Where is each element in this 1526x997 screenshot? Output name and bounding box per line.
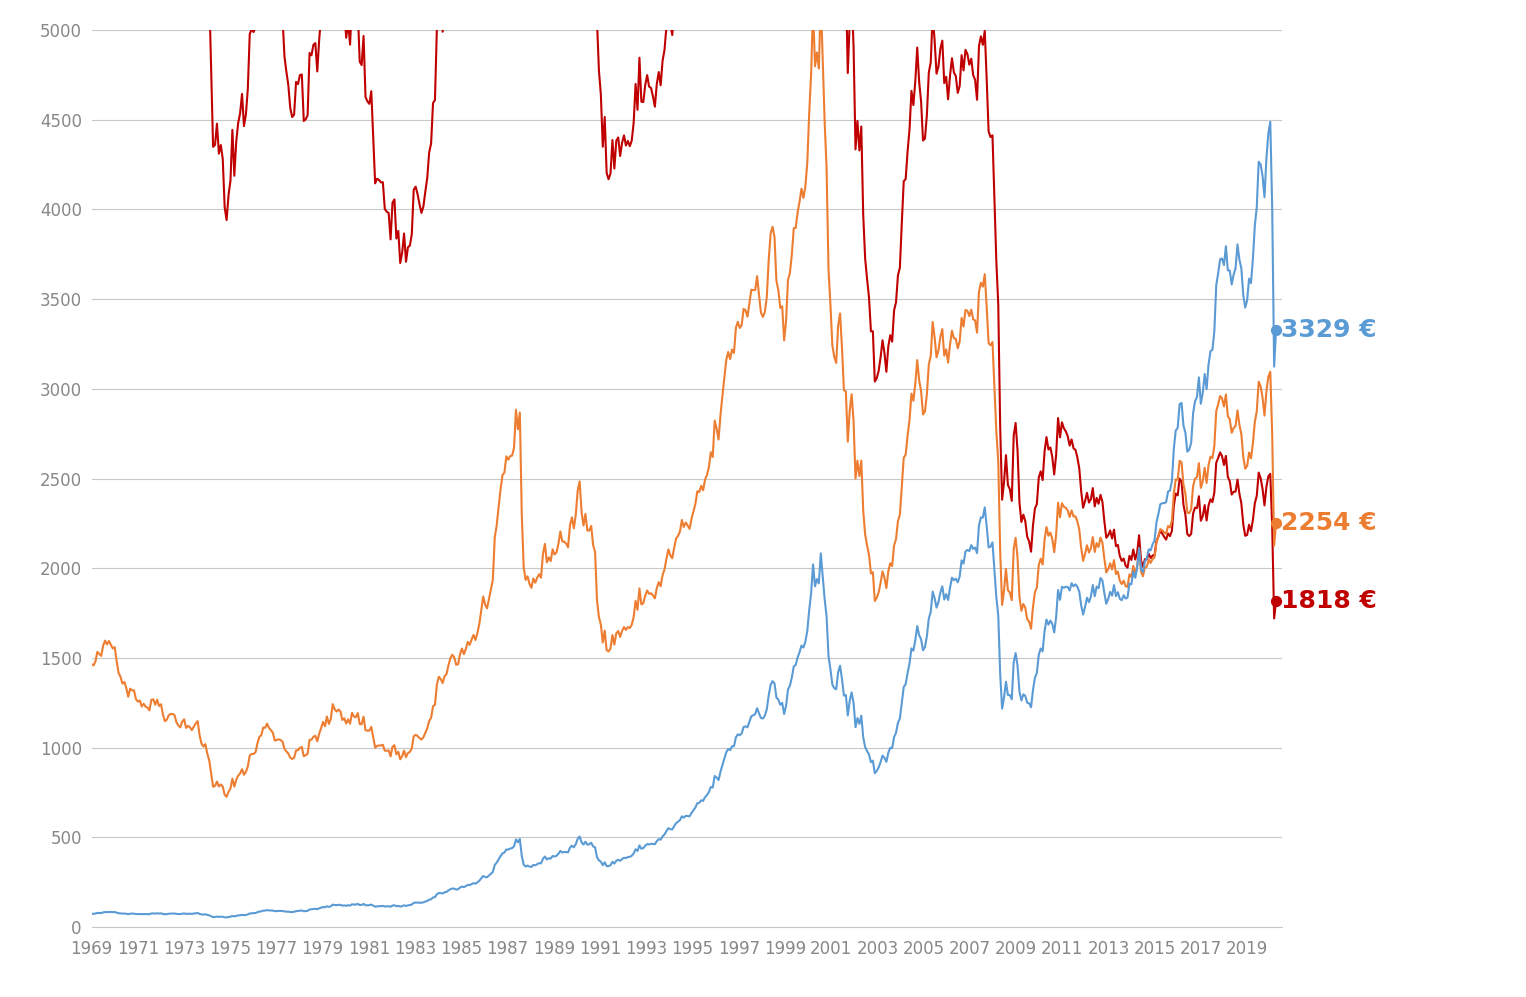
Point [1264, 514, 1288, 530]
Text: 2254 €: 2254 € [1280, 510, 1376, 534]
Point [1264, 593, 1288, 609]
Point [1264, 322, 1288, 338]
Text: 3329 €: 3329 € [1280, 318, 1376, 342]
Text: 1818 €: 1818 € [1280, 589, 1376, 613]
